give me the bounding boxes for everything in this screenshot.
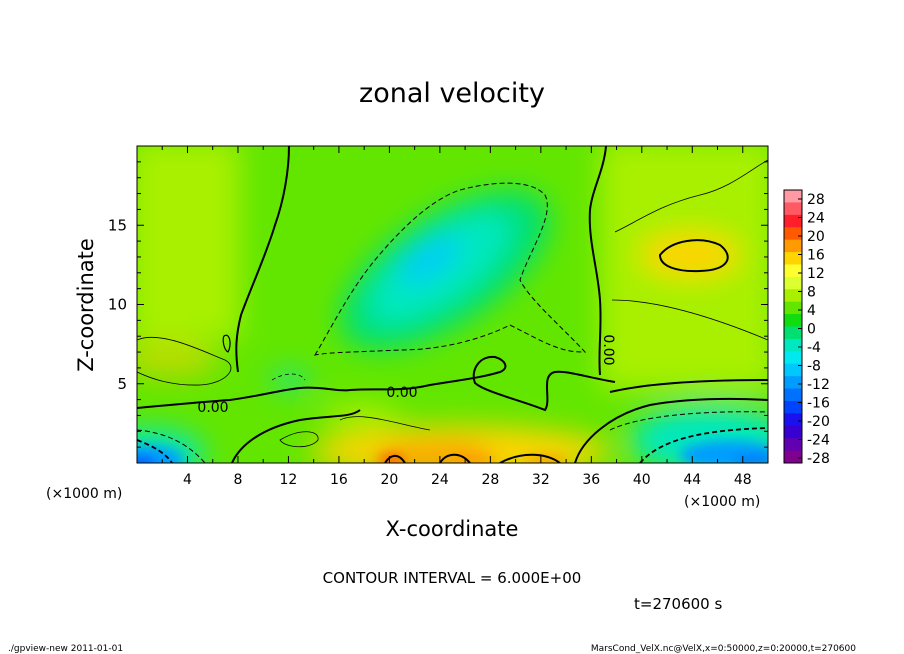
colorbar-swatch xyxy=(784,190,802,203)
colorbar-label: -4 xyxy=(807,340,821,356)
y-axis-ticks: 5 10 15 xyxy=(108,145,768,464)
time-label: t=270600 s xyxy=(634,595,722,613)
colorbar-label: 8 xyxy=(807,285,816,301)
y-axis-label: Z-coordinate xyxy=(74,238,98,372)
colorbar-label: 4 xyxy=(807,303,816,319)
colorbar-label: 28 xyxy=(807,192,825,208)
x-axis-unit-left: (×1000 m) xyxy=(46,486,122,502)
contour-label: 0.00 xyxy=(386,385,417,401)
x-axis-label: X-coordinate xyxy=(386,517,519,541)
contour-label: 0.00 xyxy=(197,400,228,416)
colorbar-swatch xyxy=(784,425,802,439)
colorbar-swatch xyxy=(784,388,802,402)
colorbar-swatch xyxy=(784,338,802,352)
colorbar-label: -20 xyxy=(807,414,830,430)
x-tick-label: 44 xyxy=(683,472,701,488)
colorbar-label: -16 xyxy=(807,396,830,412)
x-axis-unit-right: (×1000 m) xyxy=(684,494,760,510)
colorbar-swatch xyxy=(784,276,802,290)
colorbar-swatch xyxy=(784,202,802,216)
colorbar-label: -24 xyxy=(807,433,830,449)
colorbar-swatch xyxy=(784,239,802,253)
colorbar: 28 24 20 16 12 8 4 0 -4 -8 -12 -16 -20 -24 -28 xyxy=(783,189,830,467)
x-tick-label: 36 xyxy=(582,472,600,488)
colorbar-swatch xyxy=(784,214,802,228)
colorbar-swatch xyxy=(784,400,802,414)
x-tick-label: 12 xyxy=(280,472,298,488)
contour-interval: CONTOUR INTERVAL = 6.000E+00 xyxy=(323,569,582,587)
colorbar-swatch xyxy=(784,376,802,390)
chart-title: zonal velocity xyxy=(359,78,545,109)
contour-label: 0.00 xyxy=(600,334,616,365)
x-tick-label: 4 xyxy=(183,472,192,488)
colorbar-label: -8 xyxy=(807,359,821,375)
colorbar-swatch xyxy=(784,227,802,241)
footer-right: MarsCond_VelX.nc@VelX,x=0:50000,z=0:2000… xyxy=(591,644,856,654)
plot-field xyxy=(137,146,768,463)
colorbar-label: -28 xyxy=(807,451,830,467)
colorbar-label: 20 xyxy=(807,229,825,245)
colorbar-swatch xyxy=(784,363,802,377)
colorbar-swatch xyxy=(784,413,802,427)
colorbar-label: -12 xyxy=(807,377,830,393)
colorbar-label: 16 xyxy=(807,248,825,264)
colorbar-label: 24 xyxy=(807,211,825,227)
colorbar-label: 0 xyxy=(807,322,816,338)
x-axis-ticks: 4 8 12 16 20 24 28 32 36 40 44 48 xyxy=(136,146,769,488)
x-tick-label: 32 xyxy=(532,472,550,488)
x-tick-label: 24 xyxy=(431,472,449,488)
y-tick-label: 5 xyxy=(117,375,127,393)
y-tick-label: 10 xyxy=(108,296,127,314)
colorbar-swatch xyxy=(784,252,802,265)
colorbar-label: 12 xyxy=(807,266,825,282)
colorbar-swatch xyxy=(784,326,802,340)
y-tick-label: 15 xyxy=(108,216,127,234)
colorbar-swatch xyxy=(784,314,802,327)
x-tick-label: 40 xyxy=(633,472,651,488)
colorbar-swatch xyxy=(784,450,802,464)
x-tick-label: 16 xyxy=(330,472,348,488)
x-tick-label: 28 xyxy=(481,472,499,488)
colorbar-swatch xyxy=(784,289,802,303)
colorbar-swatch xyxy=(784,264,802,278)
x-tick-label: 8 xyxy=(233,472,242,488)
colorbar-swatch xyxy=(784,301,802,315)
colorbar-swatch xyxy=(784,438,802,452)
footer-left: ./gpview-new 2011-01-01 xyxy=(8,644,123,654)
colorbar-frame xyxy=(783,189,803,464)
colorbar-swatch xyxy=(784,351,802,365)
x-tick-label: 20 xyxy=(380,472,398,488)
x-tick-label: 48 xyxy=(734,472,752,488)
